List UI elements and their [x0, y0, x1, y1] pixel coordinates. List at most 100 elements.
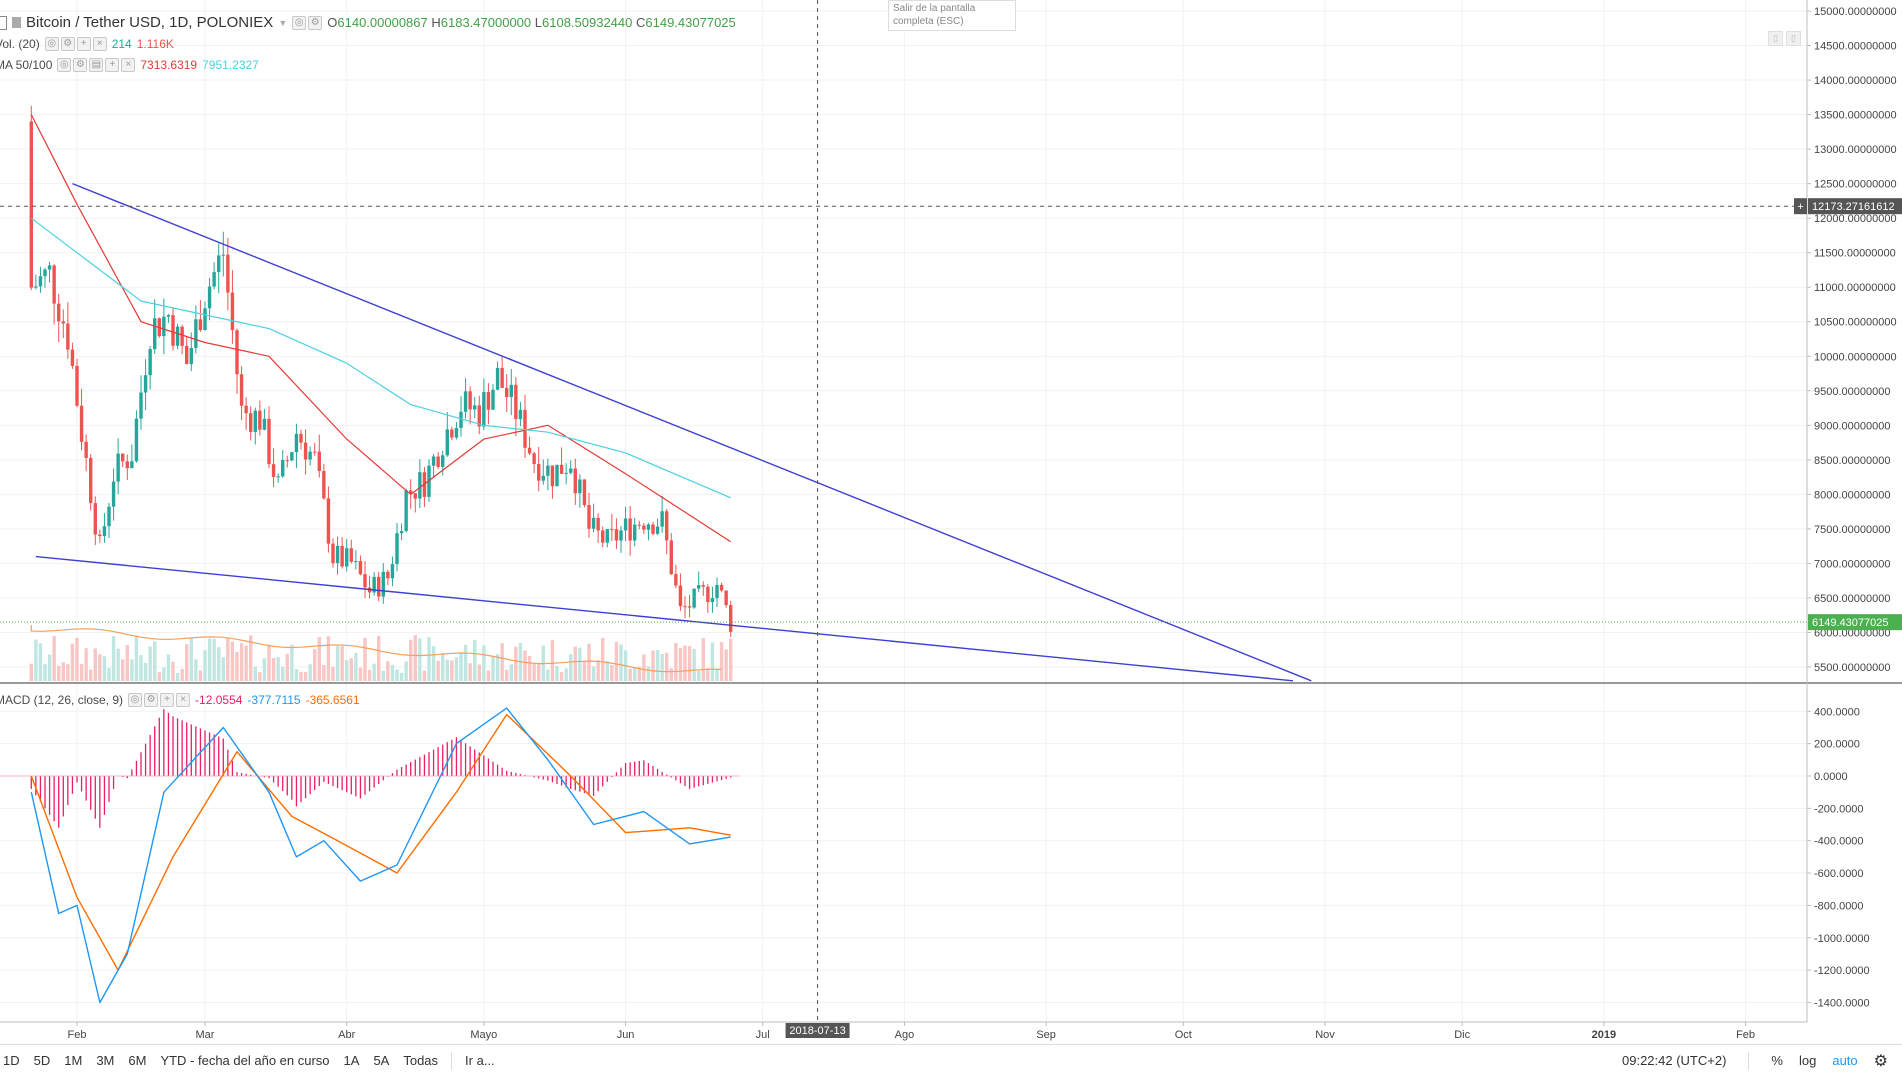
- candle-body: [331, 543, 335, 564]
- volume-bar: [710, 642, 715, 681]
- candle-body: [468, 391, 472, 410]
- volume-bar: [729, 638, 733, 681]
- macd-hist-value: -12.0554: [195, 693, 243, 707]
- price-axis: 15000.00000000 14500.00000000 14000.000000…: [1807, 6, 1897, 1009]
- volume-bar: [203, 650, 207, 681]
- volume-bar: [569, 654, 573, 681]
- candle-body: [121, 453, 125, 462]
- volume-bar: [322, 665, 326, 681]
- macd-toolbar[interactable]: ◎ ⚙ + ×: [128, 693, 191, 707]
- volume-bar: [477, 664, 481, 681]
- range-5a[interactable]: 5A: [373, 1053, 390, 1068]
- plus-icon: +: [160, 693, 175, 707]
- volume-bar: [130, 659, 134, 681]
- volume-bar: [162, 667, 166, 681]
- time-tick-label: Abr: [338, 1029, 355, 1041]
- volume-bar: [335, 646, 340, 681]
- volume-bar: [249, 635, 253, 681]
- candle-body: [386, 571, 390, 579]
- volume-bar: [299, 671, 303, 681]
- volume-bar: [587, 643, 591, 681]
- volume-bar: [395, 669, 399, 681]
- candle-body: [491, 389, 495, 410]
- volume-bar: [674, 643, 678, 681]
- symbol-title[interactable]: Bitcoin / Tether USD, 1D, POLONIEX: [26, 14, 274, 31]
- range-all[interactable]: Todas: [403, 1053, 439, 1068]
- volume-bar: [61, 662, 65, 681]
- price-tick-label: 12500.00000000: [1814, 179, 1897, 191]
- range-5d[interactable]: 5D: [33, 1053, 51, 1068]
- price-tick-label: 8500.00000000: [1814, 455, 1890, 467]
- macd-tick-label: -200.0000: [1814, 803, 1864, 815]
- candle-body: [34, 286, 38, 288]
- macd-tick-label: 200.0000: [1814, 739, 1860, 751]
- volume-bar: [290, 644, 294, 681]
- volume-bar: [180, 668, 184, 681]
- range-6m[interactable]: 6M: [128, 1053, 147, 1068]
- price-tick-label: 5500.00000000: [1814, 662, 1890, 674]
- candle-body: [559, 464, 564, 474]
- macd-legend-name[interactable]: MACD (12, 26, close, 9): [0, 693, 124, 707]
- maximize-icon[interactable]: ▯: [1768, 31, 1783, 46]
- candle-body: [573, 468, 577, 494]
- range-3m[interactable]: 3M: [96, 1053, 115, 1068]
- volume-bar: [436, 660, 440, 681]
- volume-bar: [633, 667, 637, 681]
- clock-timezone[interactable]: 09:22:42 (UTC+2): [1622, 1053, 1727, 1068]
- candle-body: [79, 405, 84, 442]
- candle-body: [276, 476, 280, 478]
- range-1a[interactable]: 1A: [343, 1053, 360, 1068]
- volume-bar: [655, 650, 660, 681]
- log-scale-toggle[interactable]: log: [1798, 1053, 1817, 1068]
- candle-body: [349, 548, 353, 562]
- crosshair-plus-icon-bg: [1794, 198, 1807, 215]
- candle-body: [518, 409, 523, 420]
- candle-body: [43, 269, 47, 277]
- pane-controls[interactable]: ▯ ▯: [1768, 31, 1801, 46]
- candle-body: [605, 529, 609, 543]
- volume-bar: [116, 648, 120, 681]
- volume-bar: [537, 663, 541, 681]
- chart-type-icon[interactable]: [12, 17, 21, 28]
- trading-chart[interactable]: 15000.00000000 14500.00000000 14000.000000…: [0, 0, 1902, 1044]
- legend-toolbar[interactable]: ◎ ⚙: [292, 15, 323, 30]
- last-price-label-bg: [1808, 614, 1902, 631]
- candle-body: [47, 265, 52, 270]
- collapse-icon[interactable]: ▯: [1786, 31, 1801, 46]
- candle-body: [322, 470, 326, 499]
- volume-bar: [363, 637, 367, 681]
- plus-icon: +: [105, 58, 120, 72]
- candle-body: [537, 464, 541, 481]
- volume-legend-name[interactable]: Vol. (20): [0, 37, 40, 51]
- auto-scale-toggle[interactable]: auto: [1832, 1053, 1858, 1068]
- percent-scale-toggle[interactable]: %: [1771, 1053, 1783, 1068]
- price-tick-label: 7500.00000000: [1814, 524, 1890, 536]
- volume-bar: [29, 663, 33, 681]
- volume-bar: [715, 669, 719, 681]
- candle-body: [665, 511, 669, 541]
- volume-bar: [546, 669, 550, 681]
- candle-body: [674, 574, 678, 586]
- volume-bar: [157, 672, 161, 681]
- volume-bar: [454, 657, 459, 681]
- range-1d[interactable]: 1D: [3, 1053, 20, 1068]
- ma-legend-name[interactable]: MA 50/100: [0, 58, 53, 72]
- goto-date-button[interactable]: Ir a...: [465, 1053, 495, 1068]
- candle-body: [719, 584, 724, 591]
- price-tick-label: 10000.00000000: [1814, 351, 1897, 363]
- candle-body: [194, 319, 198, 348]
- volume-bar: [463, 644, 468, 681]
- gear-icon[interactable]: ⚙: [1873, 1052, 1888, 1070]
- ma-toolbar[interactable]: ◎ ⚙ ▤ + ×: [57, 58, 136, 72]
- candle-body: [226, 254, 230, 293]
- candle-body: [413, 493, 417, 499]
- volume-bar: [505, 669, 509, 681]
- range-ytd[interactable]: YTD - fecha del año en curso: [160, 1053, 330, 1068]
- chevron-down-icon[interactable]: ▼: [278, 17, 288, 28]
- candle-body: [335, 545, 340, 564]
- volume-bar: [642, 654, 646, 681]
- range-1m[interactable]: 1M: [64, 1053, 83, 1068]
- volume-bar: [687, 646, 692, 681]
- volume-toolbar[interactable]: ◎ ⚙ + ×: [44, 37, 107, 51]
- macd-tick-label: 400.0000: [1814, 706, 1860, 718]
